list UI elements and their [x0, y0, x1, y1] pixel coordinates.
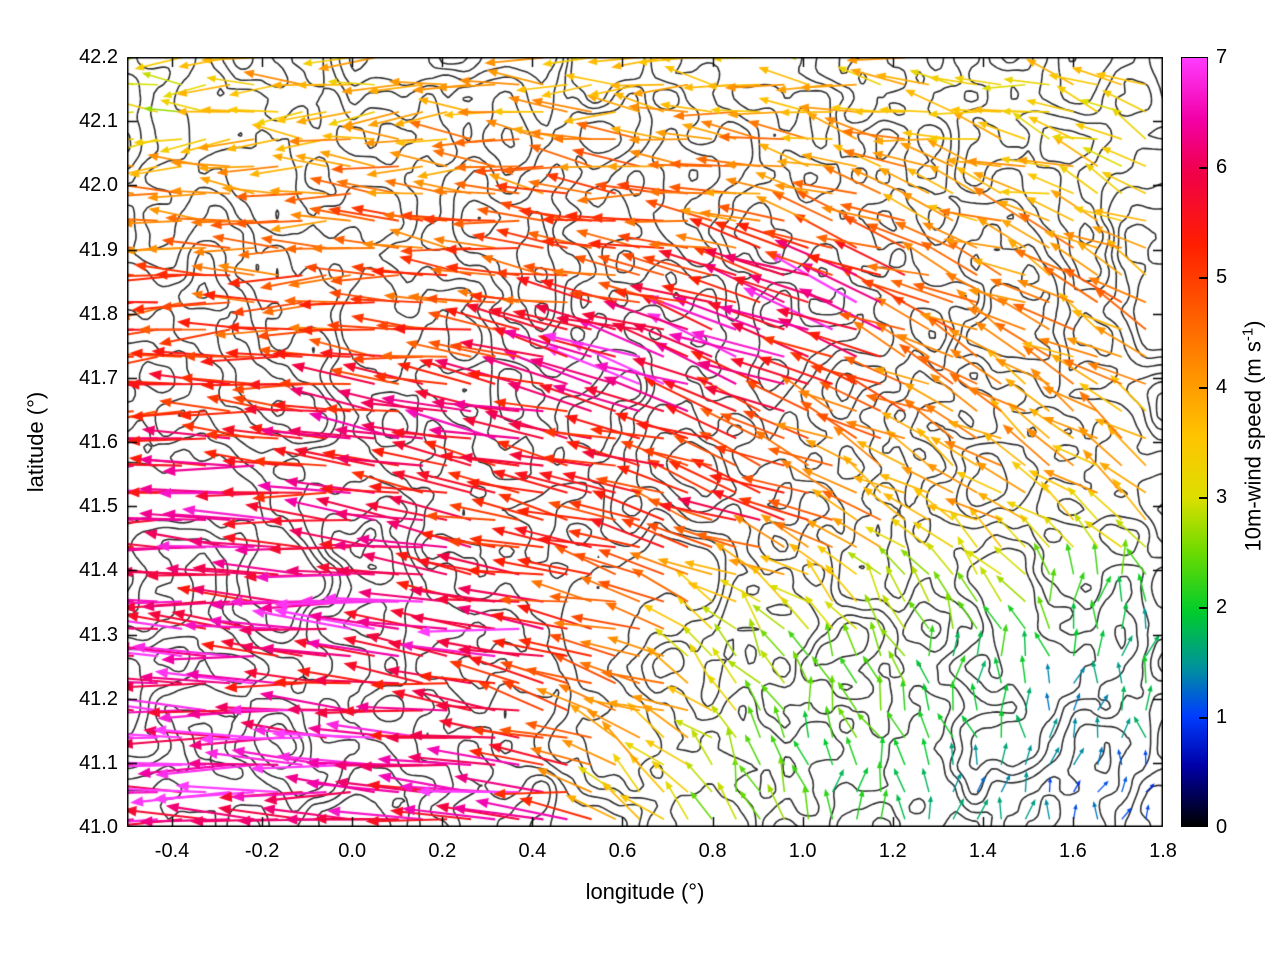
y-tick-label: 42.2	[79, 46, 118, 68]
colorbar-label-close: )	[1240, 320, 1266, 328]
colorbar-tick-label: 4	[1216, 376, 1228, 398]
x-tick-label: 1.0	[788, 840, 817, 862]
colorbar-tick-mark	[1199, 717, 1207, 719]
y-tick-label: 42.1	[79, 110, 118, 133]
colorbar-tick-label: 0	[1216, 816, 1228, 838]
x-tick-label: 1.6	[1059, 840, 1087, 862]
plot-area	[127, 57, 1163, 827]
x-tick-label: 1.2	[878, 840, 907, 862]
x-tick-label: 0.2	[428, 840, 457, 862]
colorbar-gradient	[1182, 58, 1207, 826]
colorbar-tick-mark	[1199, 277, 1207, 279]
x-tick-label: -0.2	[244, 840, 280, 862]
colorbar-tick-mark	[1199, 497, 1207, 499]
colorbar-tick-label: 5	[1216, 266, 1228, 288]
colorbar-label-superscript: -1	[1239, 327, 1257, 342]
x-tick-label: 0.8	[698, 840, 727, 862]
x-tick-label: 1.8	[1149, 840, 1177, 862]
colorbar	[1181, 57, 1208, 827]
x-axis-label: longitude (°)	[585, 879, 705, 904]
y-tick-label: 41.6	[79, 431, 118, 453]
colorbar-tick-label: 2	[1216, 596, 1228, 618]
y-tick-label: 41.0	[79, 816, 118, 838]
colorbar-axis-label: 10m-wind speed (m s-1)	[1239, 321, 1266, 552]
colorbar-tick-mark	[1199, 607, 1207, 609]
y-tick-label: 41.7	[79, 366, 118, 389]
y-tick-label: 42.0	[79, 174, 118, 197]
x-tick-label: 0.4	[518, 840, 547, 862]
y-tick-label: 41.4	[79, 559, 118, 582]
y-axis-label: latitude (°)	[23, 391, 48, 493]
y-tick-label: 41.3	[79, 623, 118, 646]
y-tick-label: 41.9	[79, 238, 118, 261]
x-tick-label: -0.4	[154, 840, 190, 862]
colorbar-tick-mark	[1199, 167, 1207, 169]
y-tick-label: 41.8	[79, 302, 118, 325]
vector-field-canvas	[127, 57, 1163, 827]
colorbar-tick-label: 7	[1216, 46, 1228, 68]
colorbar-tick-label: 3	[1216, 486, 1228, 508]
x-tick-label: 1.4	[968, 840, 997, 862]
y-tick-label: 41.5	[79, 495, 118, 518]
colorbar-tick-label: 1	[1216, 706, 1228, 728]
colorbar-label-text: 10m-wind speed (m s	[1240, 341, 1266, 552]
colorbar-tick-mark	[1199, 387, 1207, 389]
x-tick-label: 0.0	[338, 840, 367, 862]
y-tick-label: 41.2	[79, 687, 118, 710]
x-tick-label: 0.6	[608, 840, 637, 862]
y-tick-label: 41.1	[79, 751, 118, 774]
colorbar-tick-label: 6	[1216, 156, 1228, 178]
